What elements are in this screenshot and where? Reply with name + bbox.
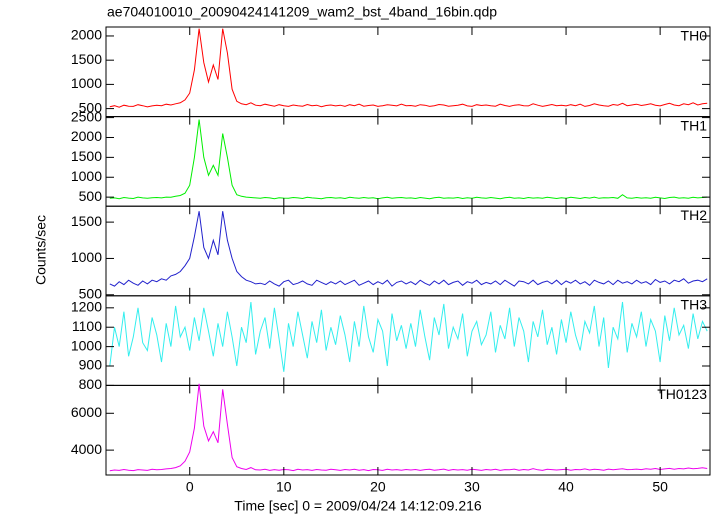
chart-title: ae704010010_20090424141209_wam2_bst_4ban… bbox=[107, 4, 497, 20]
x-tick-label: 20 bbox=[370, 479, 386, 495]
light-curve bbox=[109, 119, 708, 200]
x-tick-label: 30 bbox=[464, 479, 480, 495]
panel-frame bbox=[105, 205, 711, 297]
x-axis-label: Time [sec] 0 = 2009/04/24 14:12:09.216 bbox=[234, 498, 482, 514]
y-tick-label: 500 bbox=[79, 99, 103, 115]
light-curve bbox=[109, 28, 708, 108]
y-tick-label: 4000 bbox=[71, 441, 102, 457]
y-tick-label: 1500 bbox=[71, 148, 102, 164]
y-tick-label: 1500 bbox=[71, 51, 102, 67]
x-tick-label: 10 bbox=[276, 479, 292, 495]
y-tick-label: 1000 bbox=[71, 75, 102, 91]
x-tick-label: 40 bbox=[558, 479, 574, 495]
panel-frame bbox=[105, 384, 711, 476]
y-tick-label: 6000 bbox=[71, 404, 102, 420]
y-tick-label: 2500 bbox=[71, 108, 102, 124]
light-curve bbox=[109, 383, 708, 472]
panel-label: TH1 bbox=[681, 117, 708, 133]
x-tick-label: 50 bbox=[652, 479, 668, 495]
light-curve bbox=[109, 301, 708, 372]
y-tick-label: 800 bbox=[79, 376, 103, 392]
y-tick-label: 900 bbox=[79, 357, 103, 373]
y-tick-label: 1500 bbox=[71, 213, 102, 229]
panel-label: TH3 bbox=[681, 297, 708, 313]
panel-label: TH0123 bbox=[657, 386, 707, 402]
panel-frame bbox=[105, 26, 711, 118]
y-tick-label: 1000 bbox=[71, 168, 102, 184]
panel-label: TH0 bbox=[681, 28, 708, 44]
y-tick-label: 1100 bbox=[72, 318, 102, 334]
panel-frame bbox=[105, 116, 711, 207]
y-tick-label: 1200 bbox=[71, 299, 102, 315]
x-tick-label: 0 bbox=[186, 479, 194, 495]
y-tick-label: 500 bbox=[79, 285, 103, 301]
y-tick-label: 2000 bbox=[71, 128, 102, 144]
y-tick-label: 2000 bbox=[71, 27, 102, 43]
panel-label: TH2 bbox=[681, 207, 708, 223]
y-tick-label: 500 bbox=[79, 188, 103, 204]
y-tick-label: 1000 bbox=[71, 337, 102, 353]
y-axis-label: Counts/sec bbox=[33, 215, 49, 285]
light-curve bbox=[109, 211, 708, 287]
y-tick-label: 1000 bbox=[71, 249, 102, 265]
